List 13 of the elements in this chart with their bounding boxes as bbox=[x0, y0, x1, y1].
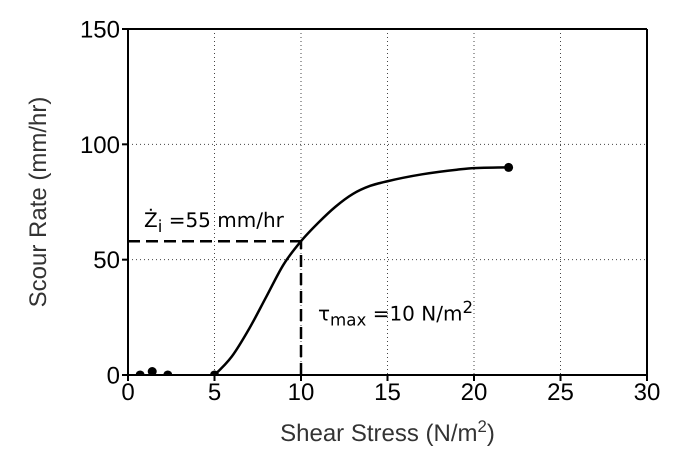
x-tick-label: 5 bbox=[208, 379, 222, 406]
y-tick-label: 50 bbox=[93, 247, 120, 274]
x-tick-label: 10 bbox=[288, 379, 314, 406]
x-tick-label: 20 bbox=[460, 379, 488, 406]
annotation: τ$_{max}$ =10 N/m$^{2}$ bbox=[318, 298, 474, 330]
y-tick-label: 100 bbox=[80, 132, 120, 159]
x-tick-label: 30 bbox=[634, 379, 660, 406]
y-axis-title: Scour Rate (mm/hr) bbox=[25, 96, 52, 308]
x-tick-label: 15 bbox=[374, 379, 401, 406]
x-axis-title: Shear Stress (N/m$^{2}$) bbox=[280, 416, 495, 447]
annotation: Ż$_{i}$ =55 mm/hr bbox=[144, 208, 284, 236]
x-tick-label: 25 bbox=[547, 379, 574, 406]
y-tick-label: 150 bbox=[80, 16, 120, 44]
